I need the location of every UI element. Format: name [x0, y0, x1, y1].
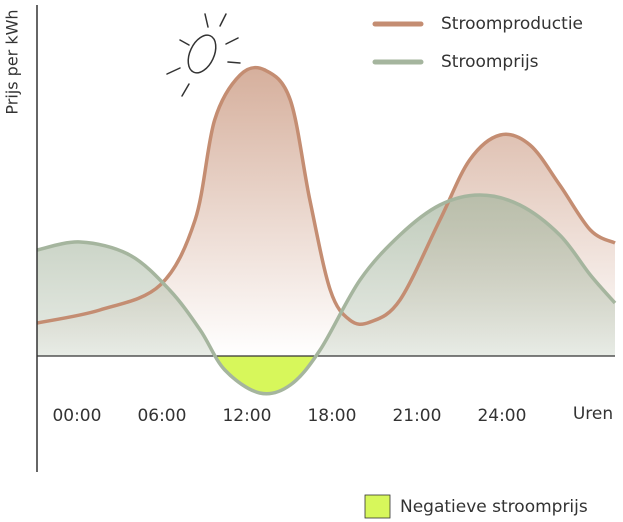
x-tick-label: 21:00	[392, 406, 441, 426]
x-tick-label: 06:00	[137, 406, 186, 426]
legend-label: Negatieve stroomprijs	[400, 497, 588, 517]
series-line	[36, 193, 617, 396]
x-tick-label: 18:00	[307, 406, 356, 426]
legend-label: Stroomproductie	[441, 14, 583, 34]
x-tick-label: 24:00	[477, 406, 526, 426]
series-line	[36, 65, 616, 326]
sun-icon	[166, 13, 241, 97]
x-tick-label: 12:00	[222, 406, 271, 426]
plot	[36, 65, 617, 396]
x-axis-label: Uren	[573, 404, 613, 424]
x-tick-label: 00:00	[52, 406, 101, 426]
legend-label: Stroomprijs	[441, 52, 539, 72]
legend-swatch	[364, 494, 391, 519]
area-fill	[37, 195, 615, 356]
y-axis-label: Prijs per kWh	[3, 9, 22, 114]
